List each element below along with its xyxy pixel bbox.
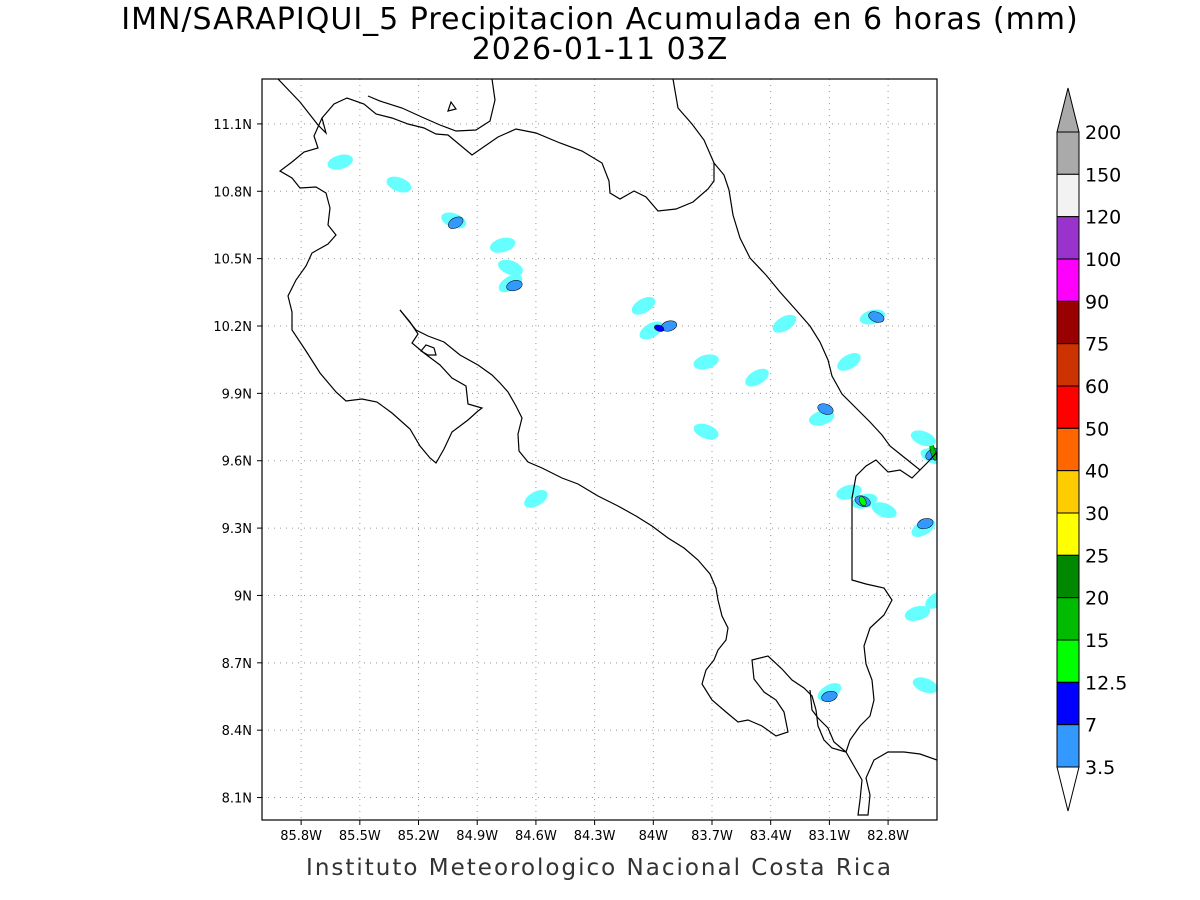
colorbar-swatch [1056, 258, 1080, 302]
precip-contour-3_5 [837, 353, 861, 371]
colorbar-label: 40 [1085, 461, 1109, 483]
osa-peninsula [809, 689, 847, 753]
lon-tick-label: 84.6W [515, 829, 557, 844]
lat-tick-label: 10.8N [213, 185, 252, 200]
colorbar-label: 75 [1085, 334, 1109, 356]
precip-contour-15 [858, 496, 867, 506]
precip-contour-3_5 [386, 176, 412, 193]
colorbar-label: 15 [1085, 630, 1109, 652]
precip-contour-3_5 [925, 591, 937, 609]
colorbar-swatch [1056, 216, 1080, 260]
colorbar-label: 120 [1085, 207, 1121, 229]
colorbar-label: 50 [1085, 418, 1109, 440]
precip-contour-3_5 [327, 154, 353, 170]
colorbar-bottom-arrow [1056, 766, 1080, 812]
lon-tick-label: 83.1W [808, 829, 850, 844]
lon-tick-label: 84.3W [574, 829, 616, 844]
lon-tick-label: 83.7W [691, 829, 733, 844]
colorbar-swatch [1056, 300, 1080, 345]
colorbar-swatch [1056, 343, 1080, 387]
axis-ticks: 85.8W 85.5W 85.2W 84.9W 84.6W 84.3W 84W 83.7W 83… [213, 118, 909, 844]
colorbar-label: 100 [1085, 249, 1121, 271]
colorbar-label: 12.5 [1085, 672, 1127, 694]
lat-tick-label: 9.6N [222, 455, 252, 470]
caribbean-coast [672, 79, 937, 471]
precip-contour-3_5 [524, 490, 548, 508]
precip-contour-12_5 [654, 324, 665, 332]
precip-contour-3_5 [489, 237, 516, 253]
precip-contour-3_5 [871, 502, 897, 519]
pacific-coast-north [278, 117, 484, 464]
lat-tick-label: 8.7N [222, 657, 252, 672]
institution-footer: Instituto Meteorologico Nacional Costa R… [306, 855, 893, 881]
island-ometepe [447, 100, 458, 112]
colorbar-label: 200 [1085, 122, 1121, 144]
map-datetime: 2026-01-11 03Z [471, 32, 729, 67]
colorbar-swatch [1056, 427, 1080, 472]
colorbar-swatch [1056, 385, 1080, 429]
lat-tick-label: 9.9N [222, 387, 252, 402]
colorbar-swatch [1056, 681, 1080, 726]
precip-contour-3_5 [631, 296, 656, 315]
precip-contour-7 [868, 311, 885, 323]
colorbar-label: 60 [1085, 376, 1109, 398]
precip-contour-7 [448, 216, 464, 229]
colorbar-swatch [1056, 639, 1080, 683]
colorbar-label: 150 [1085, 164, 1121, 186]
precip-contour-3_5 [836, 484, 862, 500]
precip-contour-3_5 [912, 677, 937, 694]
precip-contour-7 [917, 518, 934, 530]
colorbar-label: 30 [1085, 503, 1109, 525]
map-title: IMN/SARAPIQUI_5 Precipitacion Acumulada … [121, 2, 1079, 37]
precip-contour-3_5 [498, 259, 523, 276]
precip-contour-3_5 [904, 605, 931, 621]
precip-contour-7 [506, 280, 523, 292]
colorbar-label: 7 [1085, 715, 1097, 737]
lake-nicaragua-shore [367, 79, 496, 132]
colorbar-label: 90 [1085, 291, 1109, 313]
lat-tick-label: 10.2N [213, 320, 252, 335]
precip-contour-3_5 [693, 354, 719, 370]
colorbar-swatch [1056, 173, 1080, 218]
colorbar-swatch [1056, 512, 1080, 556]
lon-tick-label: 85.5W [339, 829, 381, 844]
lat-tick-label: 10.5N [213, 253, 252, 268]
lat-tick-label: 9.3N [222, 522, 252, 537]
precip-contour-7 [821, 690, 838, 703]
map-frame [261, 78, 938, 821]
colorbar-top-arrow [1056, 87, 1080, 133]
colorbar-label: 25 [1085, 545, 1109, 567]
colorbar-swatch [1056, 470, 1080, 514]
lon-tick-label: 85.2W [398, 829, 440, 844]
precip-contour-3_5 [745, 368, 769, 387]
colorbar-label: 3.5 [1085, 757, 1115, 779]
island-chira [420, 344, 437, 356]
colorbar-legend: 200 150 120 100 90 75 60 50 40 30 25 20 15 12.5 7 3.5 [1056, 87, 1127, 812]
colorbar-label: 20 [1085, 588, 1109, 610]
precip-contour-3_5 [693, 423, 719, 440]
lon-tick-label: 84W [639, 829, 669, 844]
map-grid [262, 79, 937, 820]
colorbar-swatch [1056, 554, 1080, 599]
precip-contour-7 [817, 403, 834, 415]
lon-tick-label: 83.4W [750, 829, 792, 844]
lat-tick-label: 9N [234, 589, 252, 604]
coastline-borders [277, 79, 937, 816]
precipitation-areas [327, 154, 937, 703]
precip-contour-3_5 [910, 430, 936, 447]
lat-tick-label: 11.1N [213, 118, 252, 133]
lon-tick-label: 84.9W [456, 829, 498, 844]
lat-tick-label: 8.1N [222, 792, 252, 807]
colorbar-swatch [1056, 724, 1080, 768]
lon-tick-label: 85.8W [280, 829, 322, 844]
lon-tick-label: 82.8W [867, 829, 909, 844]
gulf-of-nicoya [399, 309, 937, 816]
panama-border [845, 459, 921, 753]
nicaragua-border [277, 79, 730, 212]
precip-contour-3_5 [772, 314, 797, 333]
colorbar-swatch [1056, 131, 1080, 175]
lat-tick-label: 8.4N [222, 724, 252, 739]
colorbar-swatch [1056, 597, 1080, 641]
